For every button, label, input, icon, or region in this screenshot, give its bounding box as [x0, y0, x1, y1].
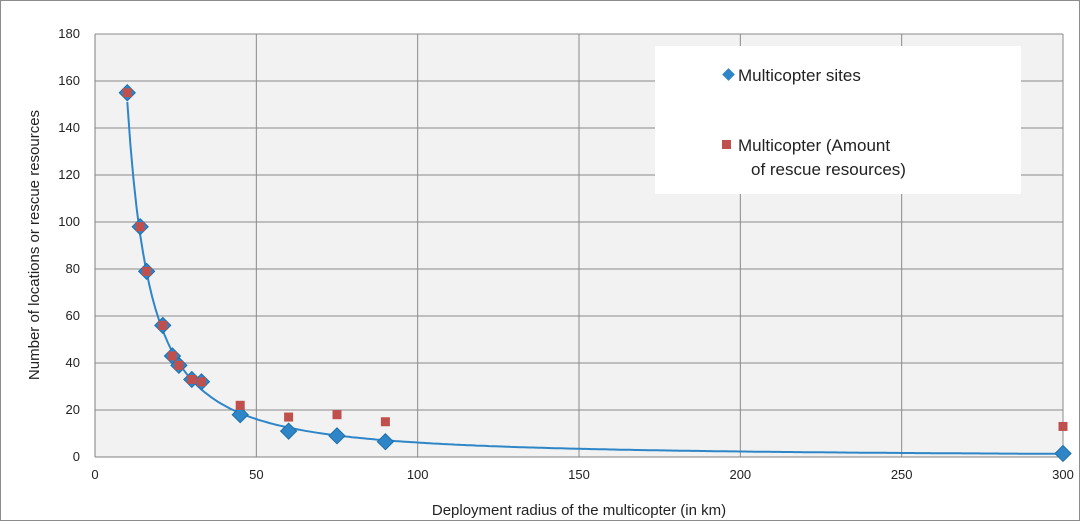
multicopter-site-point	[328, 427, 346, 445]
rescue-resource-point	[235, 400, 245, 410]
y-tick-label: 180	[58, 26, 80, 41]
rescue-resource-point	[174, 360, 184, 370]
y-tick-label: 140	[58, 120, 80, 135]
rescue-resource-point	[167, 351, 177, 361]
y-tick-label: 20	[66, 402, 80, 417]
y-axis-title: Number of locations or rescue resources	[26, 110, 43, 380]
rescue-resource-point	[332, 410, 342, 420]
rescue-resource-point	[142, 266, 152, 276]
trendline-curve	[126, 101, 1063, 455]
legend-label-resources-line1: Multicopter (Amount	[738, 136, 890, 155]
y-tick-label: 0	[73, 449, 80, 464]
legend: Multicopter sites Multicopter (Amount of…	[655, 46, 1021, 194]
rescue-resource-point	[158, 320, 168, 330]
multicopter-site-point	[231, 405, 249, 424]
y-tick-label: 160	[58, 73, 80, 88]
multicopter-site-point	[376, 433, 395, 451]
rescue-resource-point	[1058, 421, 1068, 431]
y-tick-label: 120	[58, 167, 80, 182]
axes-layer: 0 20 40 60 80 100 120 140 160 180 0 50 100 150 200 250 3…	[58, 26, 1074, 482]
legend-label-resources: Multicopter (Amount of rescue resources)	[738, 136, 906, 179]
y-tick-label: 40	[66, 355, 80, 370]
legend-label-resources-line2: of rescue resources)	[751, 160, 906, 179]
rescue-resource-point	[284, 412, 294, 422]
multicopter-site-point	[279, 422, 298, 440]
x-tick-label: 100	[407, 467, 429, 482]
trend-layer	[126, 101, 1063, 455]
rescue-resource-point	[380, 417, 390, 427]
legend-label-sites: Multicopter sites	[738, 66, 861, 85]
multicopter-site-point	[1054, 444, 1072, 463]
y-tick-label: 100	[58, 214, 80, 229]
y-tick-label: 60	[66, 308, 80, 323]
x-tick-label: 150	[568, 467, 590, 482]
x-axis-title: Deployment radius of the multicopter (in…	[432, 502, 726, 519]
x-tick-label: 50	[249, 467, 263, 482]
rescue-resource-point	[122, 88, 132, 98]
x-tick-label: 300	[1052, 467, 1074, 482]
rescue-resource-point	[187, 374, 197, 384]
legend-box	[655, 46, 1021, 194]
rescue-resource-point	[196, 377, 206, 387]
x-tick-label: 250	[891, 467, 913, 482]
rescue-resource-point	[135, 222, 145, 232]
x-tick-label: 200	[729, 467, 751, 482]
marks-layer	[118, 84, 1072, 463]
legend-marker-resources	[722, 140, 731, 149]
x-tick-label: 0	[91, 467, 98, 482]
y-tick-label: 80	[66, 261, 80, 276]
